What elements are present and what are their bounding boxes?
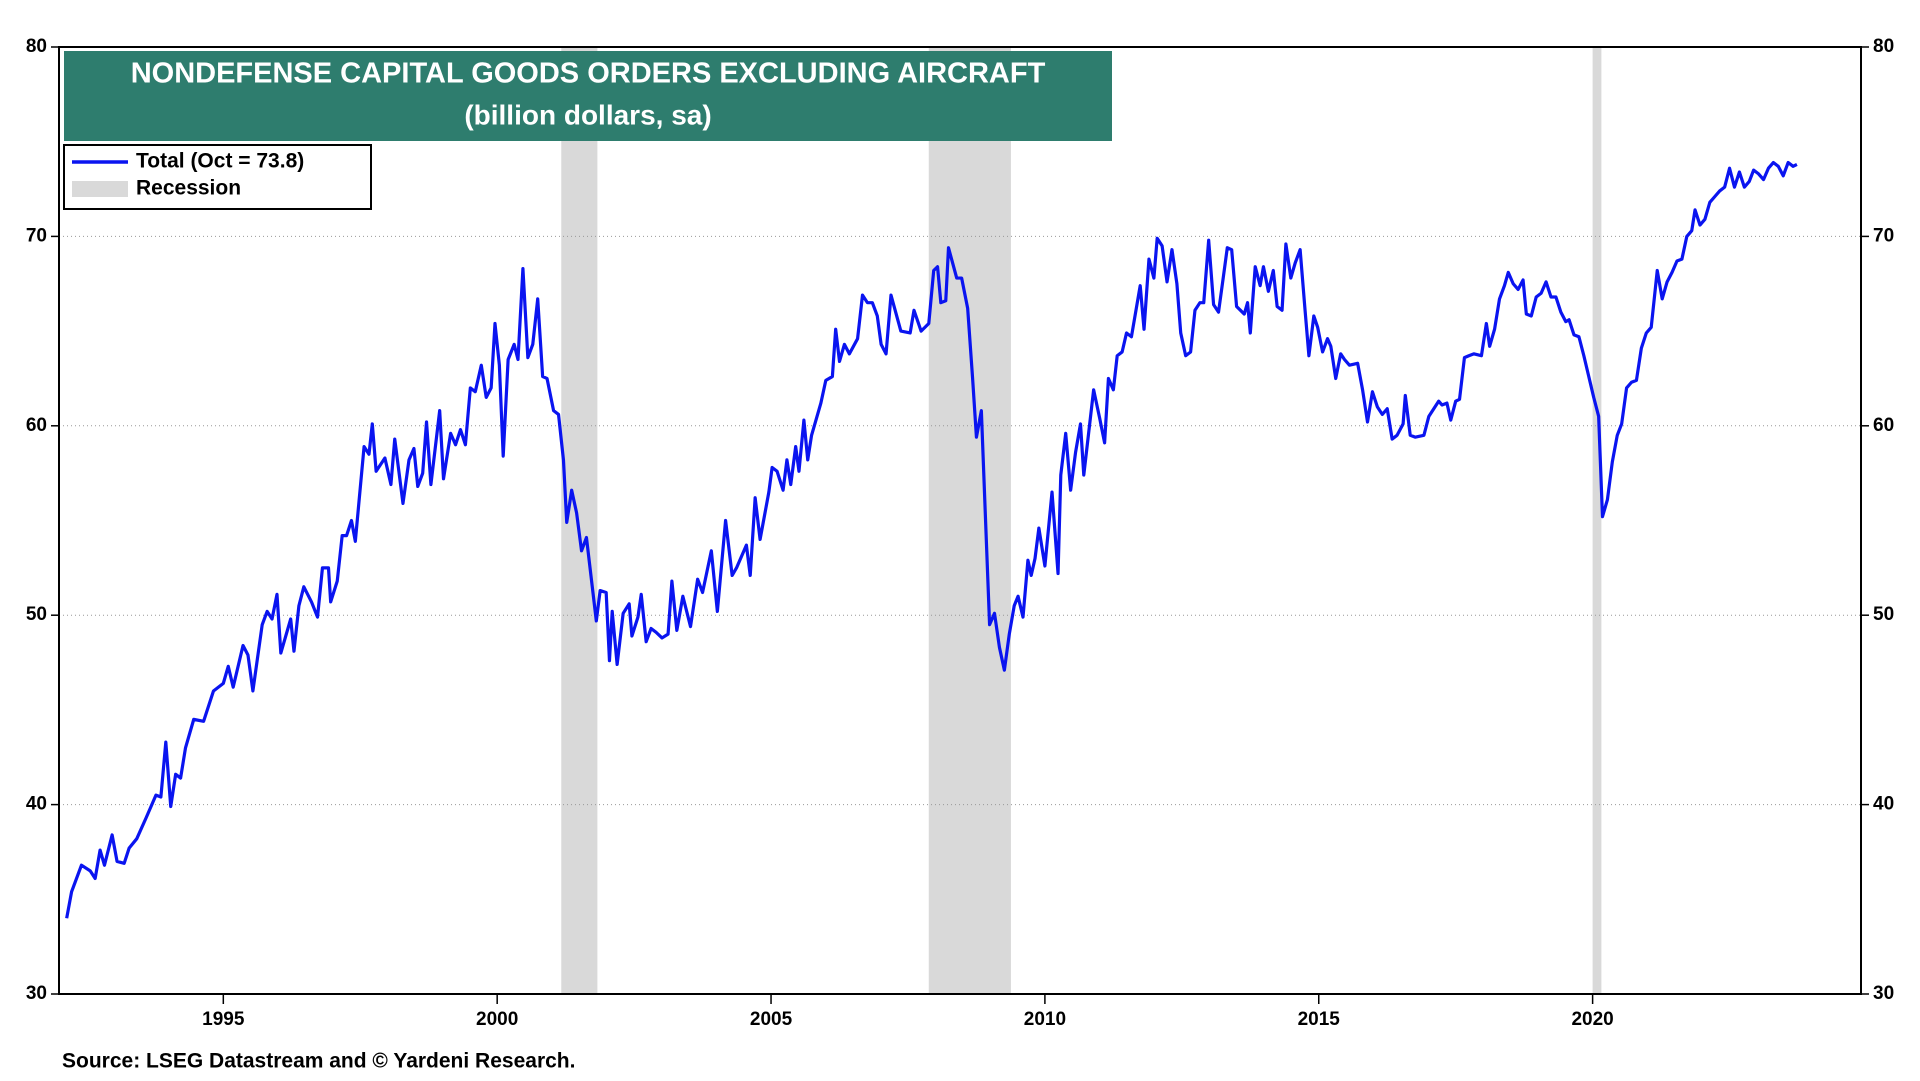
x-tick-label: 2020 <box>1571 1009 1613 1030</box>
y-tick-label: 50 <box>26 604 47 625</box>
y2-tick-label: 50 <box>1873 604 1894 625</box>
chart-subtitle: (billion dollars, sa) <box>464 99 711 130</box>
x-tick-label: 2000 <box>476 1009 518 1030</box>
y2-tick-label: 30 <box>1873 983 1894 1004</box>
source-note: Source: LSEG Datastream and © Yardeni Re… <box>62 1050 575 1073</box>
y2-tick-label: 80 <box>1873 36 1894 57</box>
y2-tick-label: 70 <box>1873 225 1894 246</box>
recession-band <box>928 47 1011 994</box>
chart-title: NONDEFENSE CAPITAL GOODS ORDERS EXCLUDIN… <box>131 58 1046 90</box>
x-tick-label: 1995 <box>202 1009 245 1030</box>
recession-band <box>1592 47 1602 994</box>
y2-tick-label: 60 <box>1873 415 1894 436</box>
x-tick-label: 2005 <box>750 1009 793 1030</box>
y-tick-label: 80 <box>26 36 47 57</box>
y2-tick-label: 40 <box>1873 794 1894 815</box>
legend-label: Recession <box>136 177 241 200</box>
x-tick-label: 2010 <box>1024 1009 1066 1030</box>
data-line <box>65 160 1798 919</box>
y-tick-label: 70 <box>26 225 47 246</box>
legend-swatch <box>72 181 128 197</box>
x-tick-label: 2015 <box>1298 1009 1341 1030</box>
title-box <box>64 51 1112 141</box>
y-tick-label: 30 <box>26 983 47 1004</box>
y-tick-label: 40 <box>26 794 47 815</box>
plot-frame <box>58 46 1862 995</box>
y-tick-label: 60 <box>26 415 47 436</box>
legend-label: Total (Oct = 73.8) <box>136 150 304 173</box>
legend-box <box>63 144 372 210</box>
